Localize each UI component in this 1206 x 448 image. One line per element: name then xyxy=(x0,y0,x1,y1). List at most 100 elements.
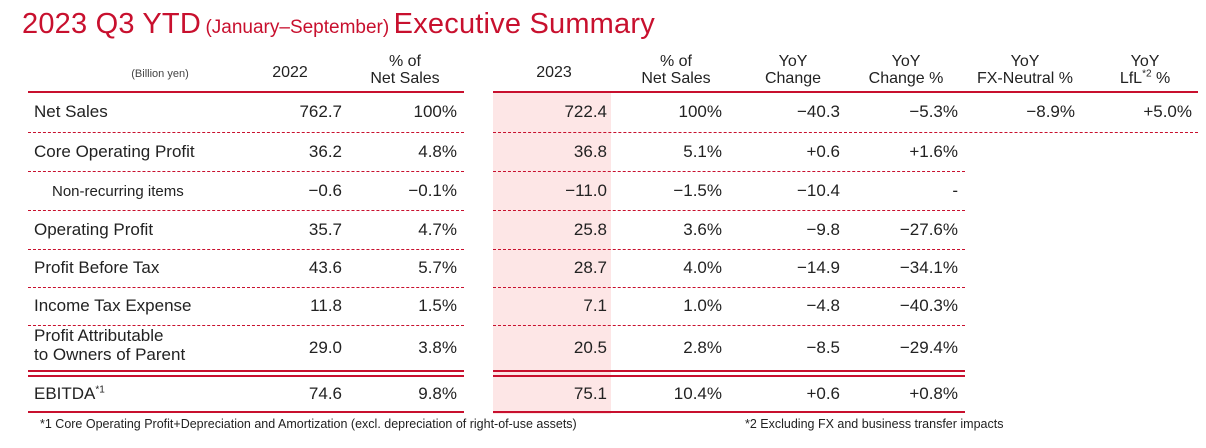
op-profit-yoy: −9.8 xyxy=(806,220,840,239)
title-tail: Executive Summary xyxy=(393,8,655,40)
pbt-2023-pct: 4.0% xyxy=(683,258,722,277)
non-recurring-yoy-pct: - xyxy=(952,181,958,200)
row-label-profit-attributable-line1: Profit Attributable xyxy=(34,326,164,345)
row-label-profit-attributable: Profit Attributable to Owners of Parent xyxy=(34,326,185,364)
row-separator xyxy=(28,132,464,133)
header-yoy-fx-neutral-line1: YoY xyxy=(1010,53,1040,70)
pat-2022: 29.0 xyxy=(308,338,342,357)
header-yoy-change-pct-line1: YoY xyxy=(891,53,921,70)
pbt-2022: 43.6 xyxy=(308,258,342,277)
row-separator xyxy=(493,249,965,250)
core-op-2022-pct: 4.8% xyxy=(418,142,457,161)
net-sales-yoy-pct: −5.3% xyxy=(909,102,958,121)
header-2023: 2023 xyxy=(536,64,572,81)
op-profit-2022-pct: 4.7% xyxy=(418,220,457,239)
header-yoy-lfl: YoY LfL*2 % xyxy=(1100,53,1190,87)
header-yoy-change-pct: YoY Change % xyxy=(856,53,956,87)
core-op-2023-pct: 5.1% xyxy=(683,142,722,161)
row-separator xyxy=(493,171,965,172)
title-main: 2023 Q3 YTD xyxy=(22,8,201,40)
row-separator xyxy=(28,287,464,288)
row-separator xyxy=(493,287,965,288)
op-profit-2023-pct: 3.6% xyxy=(683,220,722,239)
pbt-yoy-pct: −34.1% xyxy=(899,258,958,277)
core-op-2022: 36.2 xyxy=(308,142,342,161)
ebitda-double-rule-top xyxy=(493,370,965,372)
pat-2023-pct: 2.8% xyxy=(683,338,722,357)
core-op-yoy: +0.6 xyxy=(806,142,840,161)
row-label-income-tax-expense: Income Tax Expense xyxy=(34,296,192,315)
core-op-yoy-pct: +1.6% xyxy=(909,142,958,161)
header-2022: 2022 xyxy=(272,64,308,81)
row-separator xyxy=(28,210,464,211)
header-yoy-lfl-pct: % xyxy=(1151,70,1171,87)
footnote-1: *1 Core Operating Profit+Depreciation an… xyxy=(40,417,577,431)
row-label-ebitda: EBITDA*1 xyxy=(34,384,105,404)
page-title: 2023 Q3 YTD (January–September) Executiv… xyxy=(22,8,655,48)
header-rule-left xyxy=(28,91,464,93)
row-separator xyxy=(28,325,464,326)
pbt-2023: 28.7 xyxy=(573,258,607,277)
tax-2022-pct: 1.5% xyxy=(418,296,457,315)
op-profit-2023: 25.8 xyxy=(573,220,607,239)
header-yoy-lfl-line2: LfL*2 % xyxy=(1100,68,1190,87)
header-yoy-lfl-text: LfL xyxy=(1119,70,1143,87)
footnote-2: *2 Excluding FX and business transfer im… xyxy=(745,417,1004,431)
header-yoy-change: YoY Change xyxy=(748,53,838,87)
header-pct-net-sales-2023-line2: Net Sales xyxy=(641,70,711,87)
ebitda-2022: 74.6 xyxy=(308,384,342,403)
pbt-yoy: −14.9 xyxy=(796,258,840,277)
ebitda-2023-pct: 10.4% xyxy=(673,384,722,403)
header-yoy-fx-neutral: YoY FX-Neutral % xyxy=(965,53,1085,87)
row-label-ebitda-sup: *1 xyxy=(95,384,105,396)
non-recurring-2022-pct: −0.1% xyxy=(408,181,457,200)
row-separator xyxy=(493,132,1198,133)
pat-2023: 20.5 xyxy=(573,338,607,357)
header-pct-net-sales-2022-line1: % of xyxy=(388,53,421,70)
tax-2022: 11.8 xyxy=(310,296,342,315)
row-label-core-operating-profit: Core Operating Profit xyxy=(34,142,195,161)
row-separator xyxy=(28,249,464,250)
tax-yoy: −4.8 xyxy=(806,296,840,315)
ebitda-double-rule-bottom xyxy=(28,375,464,377)
ebitda-2023: 75.1 xyxy=(573,384,607,403)
header-yoy-lfl-line1: YoY xyxy=(1130,53,1160,70)
header-pct-net-sales-2022-line2: Net Sales xyxy=(370,70,440,87)
pat-yoy-pct: −29.4% xyxy=(899,338,958,357)
row-label-operating-profit: Operating Profit xyxy=(34,220,154,239)
op-profit-2022: 35.7 xyxy=(308,220,342,239)
ebitda-yoy: +0.6 xyxy=(806,384,840,403)
net-sales-2022-pct: 100% xyxy=(413,102,457,121)
non-recurring-2023-pct: −1.5% xyxy=(673,181,722,200)
net-sales-lfl: +5.0% xyxy=(1143,102,1192,121)
header-yoy-change-line1: YoY xyxy=(778,53,808,70)
ebitda-double-rule-bottom xyxy=(493,375,965,377)
ebitda-2022-pct: 9.8% xyxy=(418,384,457,403)
header-yoy-change-pct-line2: Change % xyxy=(868,70,944,87)
pat-2022-pct: 3.8% xyxy=(418,338,457,357)
header-yoy-lfl-sup: *2 xyxy=(1142,68,1152,80)
row-separator xyxy=(28,171,464,172)
header-pct-net-sales-2023-line1: % of xyxy=(659,53,692,70)
net-sales-2022: 762.7 xyxy=(299,102,342,121)
core-op-2023: 36.8 xyxy=(573,142,607,161)
ebitda-yoy-pct: +0.8% xyxy=(909,384,958,403)
header-pct-net-sales-2023: % of Net Sales xyxy=(626,53,726,87)
tax-2023-pct: 1.0% xyxy=(683,296,722,315)
row-label-non-recurring-items: Non-recurring items xyxy=(52,183,184,200)
net-sales-2023-pct: 100% xyxy=(678,102,722,121)
op-profit-yoy-pct: −27.6% xyxy=(899,220,958,239)
highlight-2023-column xyxy=(493,93,611,414)
non-recurring-2022: −0.6 xyxy=(308,181,342,200)
row-label-net-sales: Net Sales xyxy=(34,102,108,121)
row-label-profit-before-tax: Profit Before Tax xyxy=(34,258,160,277)
row-label-ebitda-text: EBITDA xyxy=(34,384,96,403)
row-separator xyxy=(493,325,965,326)
net-sales-yoy: −40.3 xyxy=(796,102,840,121)
pat-yoy: −8.5 xyxy=(806,338,840,357)
unit-label: (Billion yen) xyxy=(131,68,189,80)
header-yoy-change-line2: Change xyxy=(764,70,822,87)
header-rule-right xyxy=(493,91,1198,93)
tax-yoy-pct: −40.3% xyxy=(899,296,958,315)
title-period: (January–September) xyxy=(205,17,390,38)
